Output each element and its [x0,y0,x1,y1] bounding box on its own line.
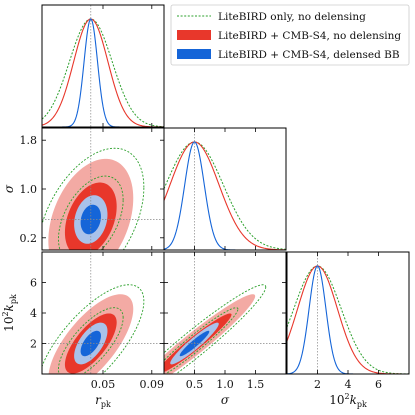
label-prefix: 10 [329,393,344,407]
label-symbol: σ [221,393,230,407]
contour-panel-sigma-k_pk-plot-area [164,252,286,374]
label-symbol: k [350,393,357,407]
y-tick-label-sigma: 0.2 [20,232,38,245]
contour-panel-r_pk-k_pk [41,251,165,375]
contour-panel-r_pk-k_pk-plot-area [42,252,164,374]
marginal-curve-1 [287,265,409,374]
contour-95-series-1 [42,147,145,250]
contour-panel-sigma-k_pk [163,251,287,375]
x-tick-label-k_pk: 2 [314,378,321,391]
contour-68-series-1 [57,175,124,250]
legend-box [170,4,410,66]
marginal-panel-sigma-plot-area [164,128,286,250]
contour-68-series-1 [57,307,124,374]
marginal-curve-1 [164,141,286,250]
label-symbol: r [95,393,102,407]
x-tick-label-sigma: 0.5 [186,378,204,391]
legend: LiteBIRD only, no delensing LiteBIRD + CM… [170,4,410,66]
x-tick-label-k_pk: 6 [375,378,382,391]
legend-label-2: LiteBIRD + CMB-S4, no delensing [218,30,401,42]
x-tick-label-k_pk: 4 [345,378,352,391]
marginal-panel-r_pk-plot-area [42,5,164,127]
contour-95-series-1 [42,284,145,374]
label-subscript: pk [357,400,367,409]
label-subscript: pk [9,294,18,304]
x-tick-label-sigma: 1.0 [216,378,234,391]
marginal-curve-2 [42,18,164,127]
y-tick-label-sigma: 1.0 [20,183,38,196]
contour-panel-r_pk-sigma-plot-area [42,128,164,250]
marginal-panel-r_pk [41,4,165,128]
label-subscript: pk [101,400,111,409]
marginal-curve-3 [287,265,409,374]
contour-68-series-1 [164,307,239,374]
y-tick-label-k_pk: 4 [30,307,37,320]
marginal-panel-sigma [163,127,287,251]
marginal-curve-1 [42,18,164,127]
x-axis-label-k_pk: 102kpk [329,392,367,409]
legend-swatch-3 [177,49,211,59]
y-tick-label-k_pk: 2 [30,338,37,351]
label-prefix: 10 [2,317,16,332]
label-symbol: k [2,304,16,311]
contour-95-series-1 [164,284,267,374]
x-tick-label-r_pk: 0.09 [140,378,165,391]
x-tick-label-sigma: 1.5 [247,378,265,391]
x-tick-label-r_pk: 0.05 [91,378,116,391]
marginal-panel-k_pk [286,251,410,375]
label-exponent: 2 [344,392,349,401]
label-symbol: σ [2,184,16,193]
x-axis-label-sigma: σ [221,393,230,407]
contour-panel-r_pk-sigma [41,127,165,251]
y-axis-label-sigma: σ [2,184,16,193]
x-axis-label-r_pk: rpk [95,393,111,409]
marginal-panel-k_pk-plot-area [287,252,409,374]
marginal-curve-2 [287,265,409,374]
marginal-curve-3 [164,141,286,250]
panel-frame [286,251,410,375]
label-exponent: 2 [1,311,10,316]
y-tick-label-sigma: 1.8 [20,134,38,147]
marginal-curve-2 [164,141,286,250]
y-axis-label-k_pk: 102kpk [1,294,18,332]
legend-label-1: LiteBIRD only, no delensing [218,11,366,23]
legend-swatch-2 [177,30,211,40]
legend-label-3: LiteBIRD + CMB-S4, delensed BB [218,49,400,61]
y-tick-label-k_pk: 6 [30,277,37,290]
